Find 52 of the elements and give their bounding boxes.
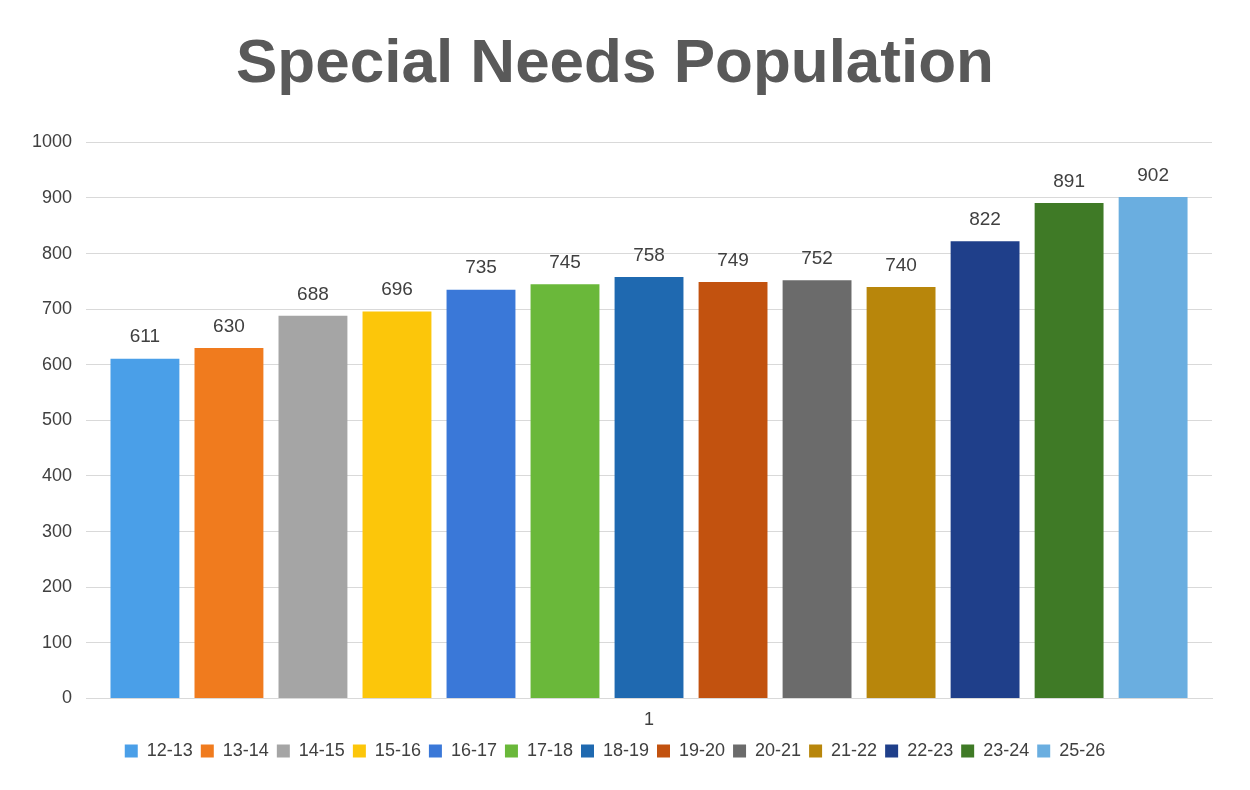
legend-label: 13-14 — [222, 739, 269, 760]
data-label: 822 — [969, 208, 1001, 230]
y-tick-label: 700 — [42, 298, 73, 319]
y-tick-label: 300 — [42, 520, 73, 541]
data-label: 740 — [885, 253, 917, 275]
legend-label: 25-26 — [1059, 739, 1106, 760]
data-label: 735 — [465, 256, 497, 278]
y-tick-label: 1000 — [32, 131, 73, 152]
bar — [1118, 196, 1188, 698]
data-label: 749 — [717, 248, 749, 270]
x-tick-label: 1 — [644, 709, 655, 730]
bar — [194, 348, 264, 698]
bar — [278, 315, 348, 698]
data-label: 758 — [633, 243, 665, 265]
legend-label: 21-22 — [831, 739, 878, 760]
y-tick-label: 500 — [42, 409, 73, 430]
legend-label: 15-16 — [374, 739, 421, 760]
data-label: 745 — [549, 250, 581, 272]
legend-label: 22-23 — [907, 739, 954, 760]
bar — [110, 358, 180, 698]
legend-label: 19-20 — [679, 739, 726, 760]
y-tick-label: 400 — [42, 464, 73, 485]
legend-label: 14-15 — [298, 739, 345, 760]
bar — [782, 280, 852, 698]
legend-label: 17-18 — [526, 739, 573, 760]
bar — [866, 286, 936, 698]
bar — [950, 241, 1020, 698]
legend-label: 20-21 — [755, 739, 802, 760]
y-tick-label: 600 — [42, 353, 73, 374]
y-tick-label: 100 — [42, 631, 73, 652]
legend-label: 16-17 — [450, 739, 497, 760]
legend-label: 12-13 — [146, 739, 193, 760]
data-label: 902 — [1137, 163, 1169, 185]
legend-label: 23-24 — [983, 739, 1030, 760]
bar — [362, 311, 432, 698]
bar — [446, 289, 516, 698]
bar — [530, 284, 600, 698]
y-tick-label: 200 — [42, 576, 73, 597]
data-label: 752 — [801, 247, 833, 269]
data-label: 891 — [1053, 169, 1085, 191]
bar — [698, 281, 768, 698]
bar — [1034, 203, 1104, 698]
data-label: 696 — [381, 278, 413, 300]
y-tick-label: 0 — [62, 687, 73, 708]
legend-label: 18-19 — [602, 739, 650, 760]
data-label: 630 — [213, 314, 245, 336]
y-tick-label: 800 — [42, 242, 73, 263]
data-label: 611 — [129, 325, 161, 347]
data-label: 688 — [297, 282, 329, 304]
y-tick-label: 900 — [42, 186, 73, 207]
chart-title: Special Needs Population — [236, 26, 994, 96]
bar — [614, 276, 684, 698]
